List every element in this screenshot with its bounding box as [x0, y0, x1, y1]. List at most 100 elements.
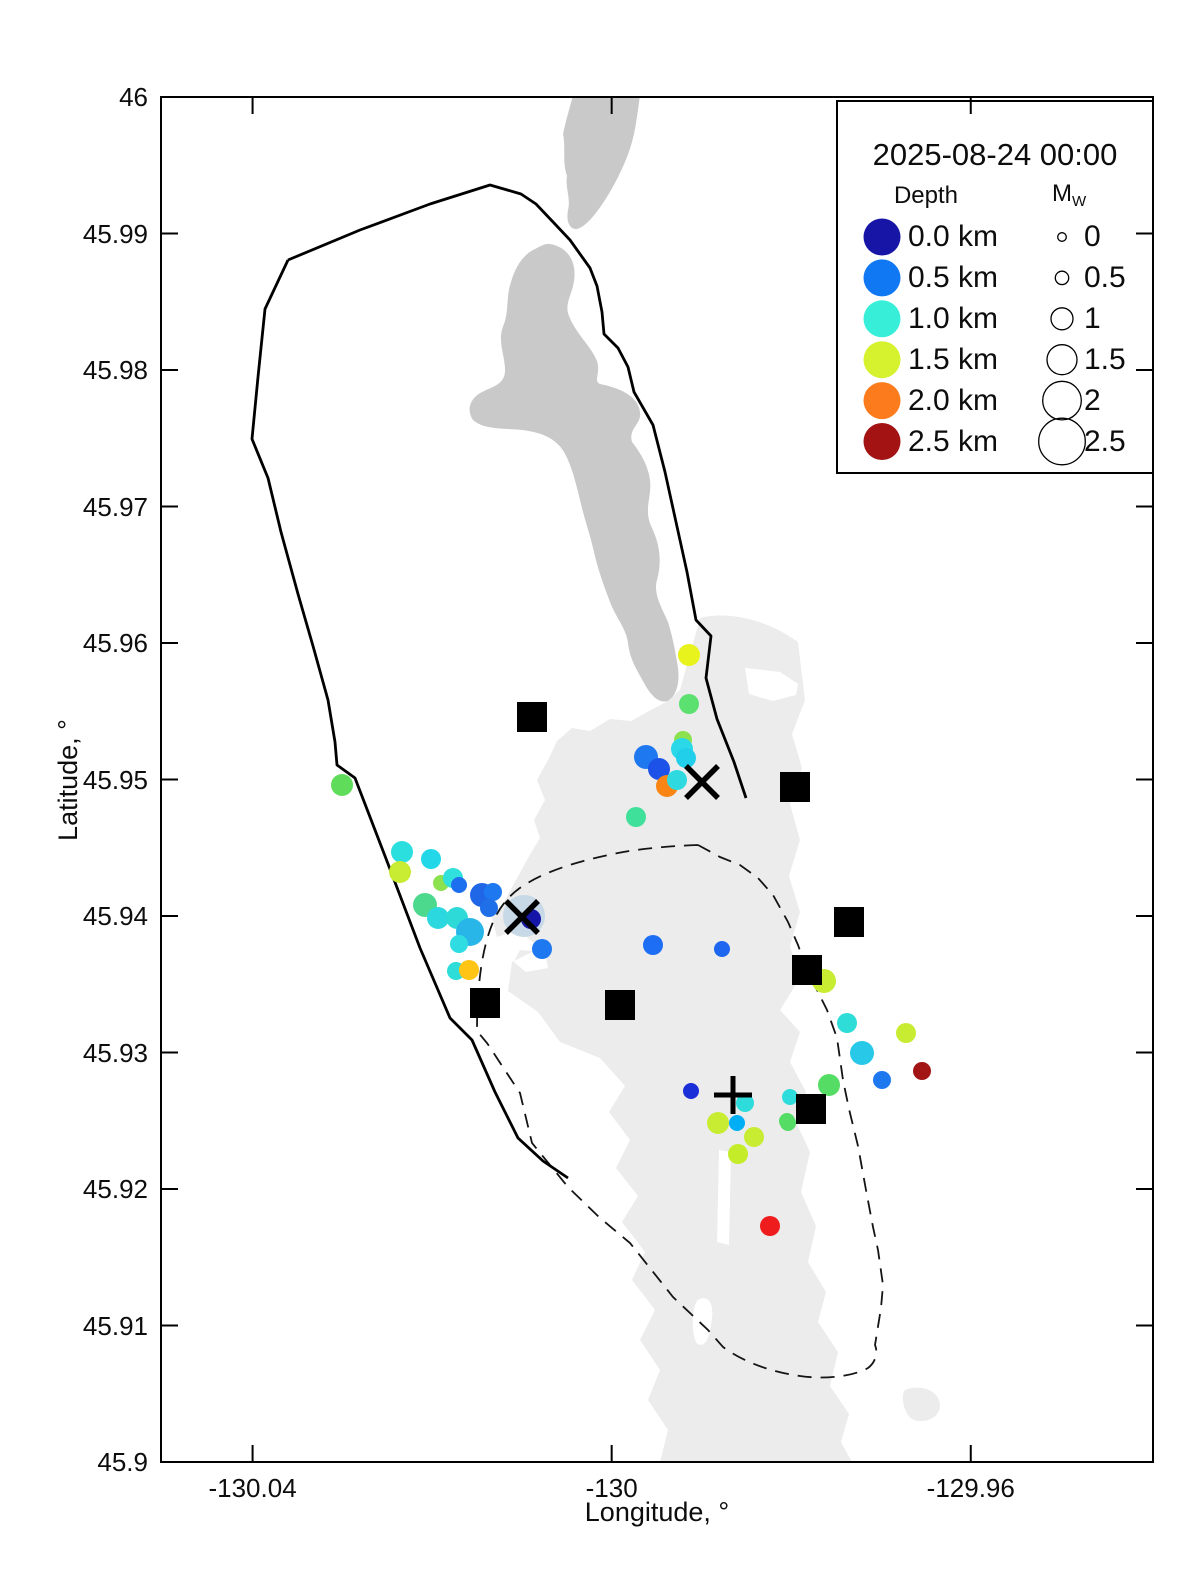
x-marker: [504, 899, 540, 935]
x-marker: [684, 764, 720, 800]
legend-mw-label: 0.5: [1084, 260, 1126, 294]
earthquake-dot: [714, 941, 730, 957]
legend-depth-label: 2.0 km: [908, 383, 999, 417]
earthquake-dot: [729, 1115, 745, 1131]
earthquake-dot: [850, 1041, 874, 1065]
legend-depth-swatch: [863, 341, 901, 379]
earthquake-dot: [707, 1112, 729, 1134]
x-tick-label: -129.96: [926, 1473, 1015, 1503]
earthquake-dot: [484, 883, 502, 901]
lava-flow-southeast: [902, 1387, 941, 1422]
legend-mw-swatch: [1038, 417, 1086, 466]
legend-mw-subscript: W: [1072, 193, 1087, 210]
earthquake-dot: [451, 877, 467, 893]
earthquake-dot: [913, 1062, 931, 1080]
caldera-outline: [250, 183, 748, 1180]
earthquake-dot: [760, 1216, 780, 1236]
earthquake-dot: [648, 758, 670, 780]
legend-mw-swatch: [1057, 232, 1067, 242]
y-tick-label: 45.9: [97, 1447, 148, 1477]
earthquake-dot: [389, 861, 411, 883]
legend-mw-label: 2: [1084, 383, 1101, 417]
legend-depth-swatch: [863, 423, 901, 460]
lava-flow-island: [563, 97, 640, 230]
earthquake-dot: [744, 1127, 764, 1147]
plot-border: [160, 96, 1154, 1463]
y-tick-label: 45.93: [82, 1037, 148, 1068]
earthquake-dot: [643, 935, 663, 955]
station-square: [605, 990, 635, 1020]
earthquake-dot: [676, 748, 696, 768]
earthquake-dot: [679, 694, 699, 714]
station-square: [517, 702, 547, 732]
earthquake-dot: [459, 960, 479, 980]
earthquake-dot: [873, 1071, 891, 1089]
earthquake-dot: [837, 1013, 857, 1033]
legend-mw-symbol: M: [1052, 180, 1072, 207]
earthquake-dot: [667, 770, 687, 790]
x-tick-label: -130: [585, 1473, 638, 1503]
y-tick-label: 45.95: [82, 764, 148, 795]
y-tick-label: 45.98: [82, 355, 148, 385]
legend-title: 2025-08-24 00:00: [872, 137, 1118, 172]
y-tick-label: 45.94: [82, 901, 148, 931]
lava-flow-main: [492, 615, 852, 1462]
y-tick-label: 45.99: [82, 218, 148, 249]
earthquake-dot: [736, 1094, 754, 1112]
legend-depth-label: 1.5 km: [908, 342, 999, 376]
earthquake-dot: [683, 1083, 699, 1099]
legend-mw-label: 1: [1084, 301, 1101, 335]
legend-mw-label: 0: [1084, 220, 1101, 253]
legend-depth-swatch: [863, 300, 901, 338]
legend-depth-swatch: [863, 382, 901, 420]
x-axis-label: Longitude, °: [584, 1497, 730, 1527]
y-tick-label: 45.92: [82, 1174, 148, 1204]
legend-depth-label: 2.5 km: [908, 424, 999, 458]
station-square: [780, 772, 810, 802]
earthquake-dot: [728, 1144, 748, 1164]
y-tick-label: 46: [119, 82, 148, 112]
earthquake-dot: [450, 935, 468, 953]
legend-depth-label: 1.0 km: [908, 301, 999, 335]
legend-mw-label: 1.5: [1084, 342, 1126, 376]
earthquake-dot: [532, 939, 552, 959]
earthquake-dot: [480, 899, 498, 917]
earthquake-dot: [421, 849, 441, 869]
y-tick-label: 45.97: [82, 491, 148, 522]
y-tick-label: 45.91: [82, 1310, 148, 1341]
station-square: [796, 1094, 826, 1124]
legend-depth-swatch: [863, 259, 901, 297]
station-square: [792, 955, 822, 985]
legend-mw-swatch: [1054, 270, 1070, 286]
legend-mw-swatch: [1050, 307, 1074, 331]
legend-depth-label: 0.0 km: [908, 220, 999, 253]
earthquake-dot: [626, 807, 646, 827]
x-tick-label: -130.04: [208, 1473, 297, 1503]
y-tick-label: 45.96: [82, 628, 148, 658]
legend-depth-swatch: [863, 218, 901, 256]
station-squares-layer: [470, 702, 864, 1124]
earthquake-dot: [780, 1115, 796, 1131]
y-axis-label: Latitude, °: [53, 719, 83, 841]
reference-markers-layer: [504, 764, 752, 1114]
station-square: [834, 907, 864, 937]
legend-mw-swatch: [1046, 344, 1078, 376]
earthquake-dot: [782, 1089, 798, 1105]
legend-mw-swatch: [1042, 380, 1082, 421]
earthquake-dot: [678, 644, 700, 666]
earthquake-dot: [391, 841, 413, 863]
station-square: [470, 988, 500, 1018]
legend-swatches: [863, 218, 1086, 466]
earthquake-dot: [896, 1023, 916, 1043]
earthquake-dot: [427, 907, 449, 929]
legend-mw-header: MW: [1052, 181, 1086, 215]
rift-contour-dashed: [476, 844, 884, 1379]
axis-ticks: [162, 96, 1152, 1463]
plus-marker: [714, 1076, 752, 1114]
legend-depth-label: 0.5 km: [908, 260, 999, 294]
legend-mw-label: 2.5: [1084, 424, 1126, 458]
earthquake-dot: [818, 1074, 840, 1096]
lava-flow-band: [469, 243, 679, 702]
